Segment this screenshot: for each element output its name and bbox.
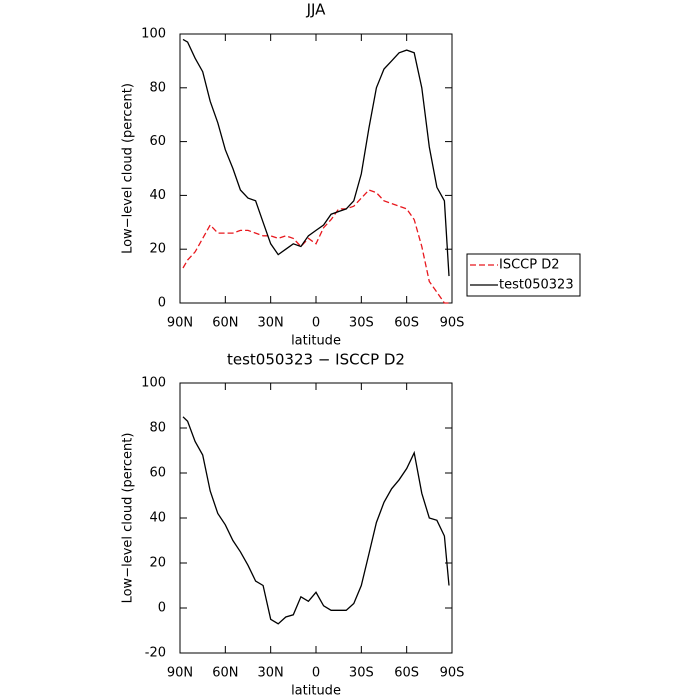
x-tick-label: 30N <box>258 666 284 681</box>
x-tick-label: 90S <box>440 316 465 331</box>
x-tick-label: 60S <box>394 666 419 681</box>
legend-label: ISCCP D2 <box>499 258 560 273</box>
data-line <box>182 416 450 625</box>
x-axis-label: latitude <box>291 334 341 349</box>
x-tick-label: 0 <box>312 666 320 681</box>
legend-label: test050323 <box>499 278 574 293</box>
x-tick-label: 60N <box>212 666 238 681</box>
data-line <box>182 38 450 277</box>
plot-frame <box>179 382 453 654</box>
legend-box <box>466 253 581 297</box>
y-tick-label: 100 <box>141 27 166 42</box>
x-tick-label: 60N <box>212 316 238 331</box>
x-tick-label: 60S <box>394 316 419 331</box>
y-tick-label: 20 <box>149 242 166 257</box>
y-tick-label: 40 <box>149 511 166 526</box>
x-tick-label: 0 <box>312 316 320 331</box>
y-tick-label: 80 <box>149 421 166 436</box>
x-tick-label: 30S <box>349 666 374 681</box>
x-tick-label: 90S <box>440 666 465 681</box>
y-tick-label: 100 <box>141 376 166 391</box>
x-tick-label: 90N <box>167 666 193 681</box>
data-line <box>182 189 449 304</box>
y-tick-label: -20 <box>145 646 166 661</box>
y-tick-label: 40 <box>149 188 166 203</box>
y-tick-label: 0 <box>158 296 166 311</box>
x-tick-label: 30S <box>349 316 374 331</box>
chart-title: test050323 − ISCCP D2 <box>227 351 405 369</box>
x-tick-label: 30N <box>258 316 284 331</box>
y-axis-label: Low−level cloud (percent) <box>121 433 136 604</box>
x-axis-label: latitude <box>291 684 341 699</box>
plot-frame <box>179 33 453 304</box>
y-tick-label: 0 <box>158 601 166 616</box>
y-tick-label: 60 <box>149 466 166 481</box>
chart-title: JJA <box>306 1 327 19</box>
y-tick-label: 20 <box>149 556 166 571</box>
y-tick-label: 60 <box>149 134 166 149</box>
y-tick-label: 80 <box>149 80 166 95</box>
x-tick-label: 90N <box>167 316 193 331</box>
y-axis-label: Low−level cloud (percent) <box>121 83 136 254</box>
